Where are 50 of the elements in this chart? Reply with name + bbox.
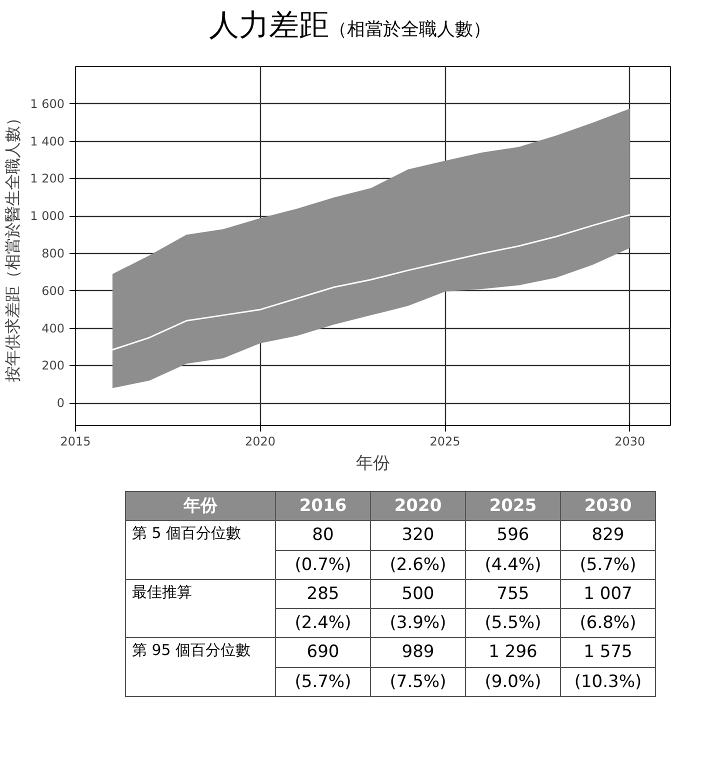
y-tick-label: 1 400 [30,134,65,148]
chart-title: 人力差距 [209,8,329,43]
text: 596 [496,525,530,546]
y-axis-title: 按年供求差距（相當於醫生全職人數） [3,110,22,382]
line-series [112,214,631,351]
y-tick-label: 400 [42,321,64,336]
text: 80 [312,525,334,546]
category-label: 最佳推算 [132,582,192,601]
category-label: 2025 [466,492,560,521]
text: 1 007 [584,584,632,604]
text: 755 [496,584,530,604]
text: (2.4%) [294,613,352,634]
x-tick-label: 2030 [614,434,646,448]
text: 年份 [126,492,276,521]
category-label: 第 5 個百分位數 [132,524,242,542]
text: (7.5%) [390,672,446,692]
y-tick-label: 600 [42,284,64,298]
text: (3.9%) [390,613,446,634]
text: 320 [402,525,434,546]
text: (9.0%) [484,672,542,692]
category-label: 2030 [560,492,656,521]
x-tick-label: 2025 [430,434,460,448]
text: (0.7%) [294,554,352,575]
text: 989 [402,642,434,662]
y-tick-label: 800 [42,246,64,260]
text: (6.8%) [580,613,636,634]
y-tick-label: 1 000 [30,209,65,224]
category-label: 2016 [276,492,370,521]
text: 1 575 [584,642,632,662]
text: (10.3%) [574,672,642,692]
text: 1 296 [488,642,538,662]
y-tick-label: 200 [42,358,64,373]
y-tick-label: 1 600 [30,96,65,111]
chart-subtitle: （相當於全職人數） [329,19,491,40]
text: (5.7%) [294,672,352,692]
text: 285 [306,584,340,604]
text: (5.5%) [484,613,542,634]
text: (5.7%) [580,554,636,575]
text: 829 [592,525,624,546]
x-tick-label: 2020 [245,434,276,448]
text: (2.6%) [390,554,446,575]
x-axis-title: 年份 [356,454,390,474]
category-label: 第 95 個百分位數 [132,641,251,660]
category-label: 2020 [370,492,466,521]
text: 690 [306,642,340,662]
y-tick-label: 0 [56,396,65,410]
text: 500 [402,584,434,604]
y-tick-label: 1 200 [30,172,65,186]
x-tick-label: 2015 [60,434,91,448]
text: (4.4%) [484,554,542,575]
